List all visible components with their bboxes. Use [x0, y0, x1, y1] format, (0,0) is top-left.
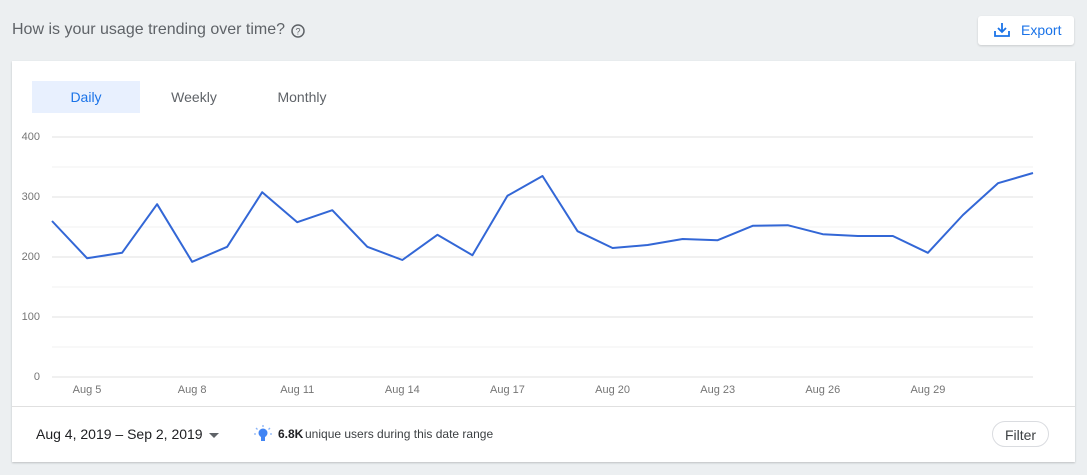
x-tick-label: Aug 23	[700, 384, 735, 396]
download-icon	[994, 23, 1010, 37]
filter-button[interactable]: Filter	[992, 421, 1049, 447]
x-tick-label: Aug 8	[178, 384, 207, 396]
bulb-icon	[254, 425, 272, 441]
chart: 0 100 200 300 400 Aug 5 Aug 8 Aug 11 Aug 14 Aug 1…	[22, 131, 1034, 396]
x-tick-label: Aug 5	[73, 384, 102, 396]
divider	[12, 406, 1075, 407]
card	[12, 61, 1075, 462]
y-tick-label: 100	[22, 311, 40, 323]
tab[interactable]: Monthly	[277, 89, 327, 105]
date-range[interactable]: Aug 4, 2019 – Sep 2, 2019	[36, 426, 203, 442]
export-label: Export	[1021, 22, 1062, 38]
users-count: 6.8K	[278, 427, 304, 441]
series-line	[51, 172, 1034, 263]
x-tick-label: Aug 20	[595, 384, 630, 396]
x-tick-label: Aug 11	[280, 384, 314, 396]
y-tick-label: 400	[22, 131, 40, 143]
y-tick-label: 0	[34, 371, 40, 383]
y-tick-label: 300	[22, 191, 40, 203]
export-button[interactable]: Export	[978, 16, 1074, 45]
tab[interactable]: Daily	[32, 81, 140, 113]
users-text: unique users during this date range	[305, 427, 494, 441]
x-tick-label: Aug 29	[910, 384, 945, 396]
tab[interactable]: Weekly	[171, 89, 217, 105]
dropdown-icon[interactable]	[208, 432, 220, 440]
y-tick-label: 200	[22, 251, 40, 263]
x-tick-label: Aug 26	[805, 384, 840, 396]
section-title: How is your usage trending over time?	[12, 21, 286, 38]
svg-text:?: ?	[295, 27, 300, 37]
x-tick-label: Aug 14	[385, 384, 420, 396]
x-tick-label: Aug 17	[490, 384, 525, 396]
help-icon[interactable]: ?	[290, 23, 306, 39]
